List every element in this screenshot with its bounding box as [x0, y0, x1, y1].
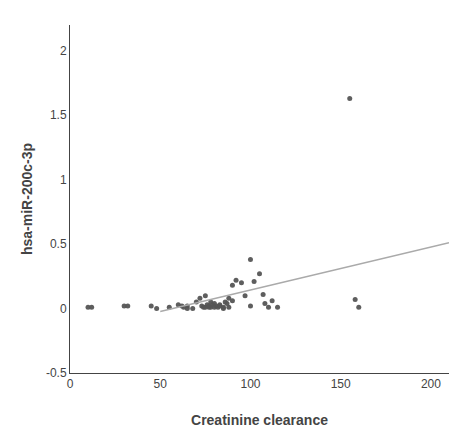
- svg-text:hsa-miR-200c-3p: hsa-miR-200c-3p: [19, 143, 35, 255]
- svg-text:Creatinine clearance: Creatinine clearance: [191, 412, 328, 428]
- svg-text:150: 150: [331, 377, 351, 391]
- svg-text:200: 200: [421, 377, 441, 391]
- svg-text:0: 0: [67, 377, 74, 391]
- svg-text:1: 1: [60, 173, 67, 187]
- svg-text:1.5: 1.5: [50, 108, 67, 122]
- svg-text:50: 50: [154, 377, 168, 391]
- svg-text:-0.5: -0.5: [46, 366, 67, 380]
- svg-text:2: 2: [60, 44, 67, 58]
- svg-text:0.5: 0.5: [50, 237, 67, 251]
- svg-text:0: 0: [60, 302, 67, 316]
- svg-text:100: 100: [240, 377, 260, 391]
